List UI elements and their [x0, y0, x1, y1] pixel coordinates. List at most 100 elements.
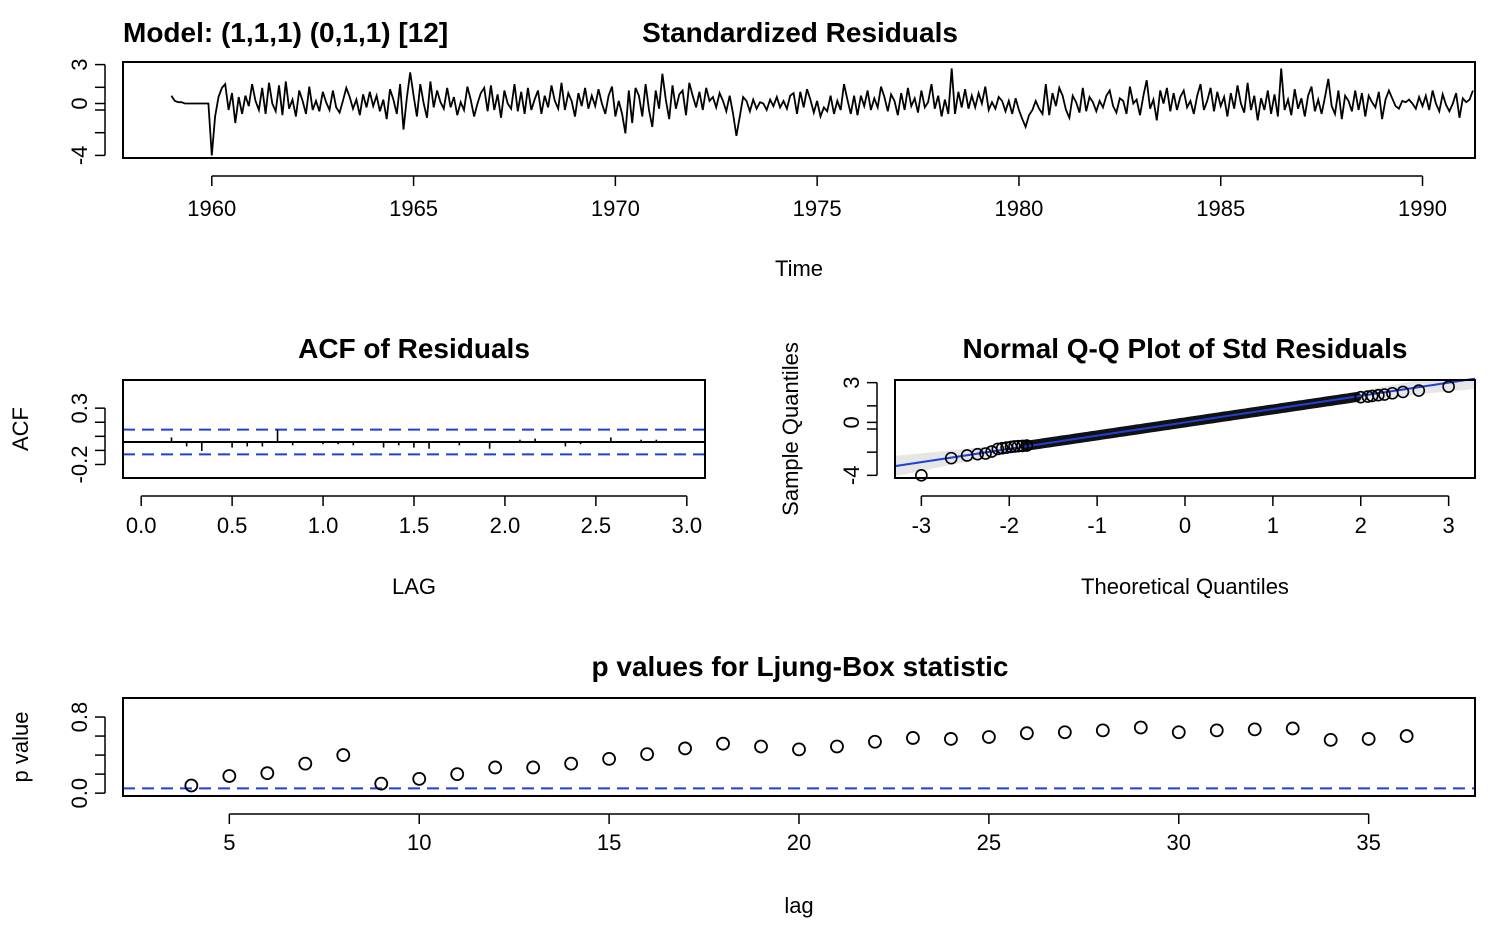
panel-title: p values for Ljung-Box statistic	[592, 651, 1009, 682]
qq-point	[1365, 389, 1379, 403]
residual-series-line	[170, 68, 1474, 156]
p-value-point	[830, 739, 844, 754]
y-tick-label: 3	[839, 377, 864, 389]
qq-point	[1008, 440, 1021, 453]
qq-point	[944, 451, 958, 465]
x-tick-label: 2	[1355, 513, 1367, 538]
y-axis-label: p value	[8, 712, 33, 783]
y-tick-label: 0.3	[67, 393, 92, 424]
qq-point	[1442, 380, 1455, 393]
y-tick-label: 0.8	[67, 702, 92, 733]
x-tick-label: 0	[1179, 513, 1191, 538]
y-tick-label: -0.2	[67, 446, 92, 484]
qq-point	[1016, 439, 1029, 453]
qq-panel: Normal Q-Q Plot of Std Residuals Theoreti…	[778, 333, 1476, 599]
p-value-point	[412, 771, 427, 786]
p-value-point	[1399, 729, 1414, 743]
x-tick-label: 1	[1267, 513, 1279, 538]
p-value-point	[944, 732, 958, 746]
qq-point	[991, 442, 1005, 456]
y-tick-label: 0	[67, 97, 92, 109]
p-value-point	[184, 778, 199, 793]
x-tick-label: 35	[1356, 830, 1380, 855]
panel-title: Standardized Residuals	[642, 17, 958, 48]
x-tick-label: 3.0	[672, 513, 703, 538]
p-value-point	[602, 751, 617, 766]
x-tick-label: 1960	[187, 196, 236, 221]
x-axis-label: Time	[775, 256, 823, 281]
plot-frame	[122, 697, 1476, 797]
x-tick-label: 1975	[793, 196, 842, 221]
p-value-point	[564, 756, 579, 771]
p-value-point	[260, 766, 275, 781]
x-tick-label: 1985	[1196, 196, 1245, 221]
qq-point	[915, 469, 928, 482]
x-tick-label: -2	[999, 513, 1019, 538]
qq-point	[1372, 388, 1385, 402]
p-value-point	[526, 760, 541, 775]
x-tick-label: 1.5	[399, 513, 430, 538]
x-axis-label: LAG	[392, 574, 436, 599]
y-tick-label: -4	[839, 466, 864, 486]
x-tick-label: 20	[787, 830, 811, 855]
p-value-point	[1361, 732, 1376, 746]
x-tick-label: 1970	[591, 196, 640, 221]
x-tick-label: 2.5	[581, 513, 612, 538]
panel-title: ACF of Residuals	[298, 333, 530, 364]
acf-panel: ACF of Residuals LAG ACF 0.0 0.5 1.0 1.5 2.0 2.5…	[8, 333, 706, 599]
y-axis: 0.0 0.8	[67, 702, 106, 808]
x-axis: 0.0 0.5 1.0 1.5 2.0 2.5 3.0	[126, 495, 703, 538]
x-tick-label: 3	[1443, 513, 1455, 538]
y-tick-label: 3	[67, 58, 92, 70]
x-tick-label: 25	[977, 830, 1001, 855]
panel-title: Normal Q-Q Plot of Std Residuals	[963, 333, 1408, 364]
x-tick-label: -3	[912, 513, 932, 538]
y-axis-label: Sample Quantiles	[778, 342, 803, 516]
p-value-point	[1209, 723, 1224, 738]
x-tick-label: 0.5	[217, 513, 248, 538]
x-tick-label: 30	[1167, 830, 1191, 855]
p-value-point	[754, 739, 768, 754]
p-value-point	[336, 748, 351, 762]
p-value-point	[488, 760, 503, 775]
y-tick-label: 0	[839, 416, 864, 428]
ljung-box-panel: p values for Ljung-Box statistic lag p val…	[8, 651, 1476, 918]
qq-point	[1378, 388, 1391, 401]
x-tick-label: 15	[597, 830, 621, 855]
qq-point	[979, 447, 992, 460]
p-value-point	[868, 734, 882, 749]
y-axis: -4 0 3	[839, 377, 878, 486]
x-axis: 1960 1965 1970 1975 1980 1985 1990	[187, 175, 1447, 221]
p-value-point	[981, 730, 996, 744]
plot-frame	[122, 379, 706, 479]
p-value-point	[1247, 722, 1262, 737]
x-tick-label: -1	[1087, 513, 1107, 538]
plot-frame	[122, 61, 1476, 159]
reference-line	[894, 377, 1476, 468]
x-tick-label: 0.0	[126, 513, 157, 538]
model-label: Model: (1,1,1) (0,1,1) [12]	[123, 17, 448, 48]
x-tick-label: 1980	[994, 196, 1043, 221]
p-value-point	[374, 776, 389, 791]
x-tick-label: 1990	[1398, 196, 1447, 221]
x-tick-label: 2.0	[490, 513, 521, 538]
y-axis: -0.2 0.3	[67, 393, 106, 484]
p-value-point	[1285, 721, 1300, 736]
p-value-point	[1323, 732, 1338, 747]
qq-point	[1020, 439, 1034, 452]
p-value-point	[1057, 725, 1072, 740]
p-value-point	[298, 756, 313, 771]
p-value-point	[716, 736, 730, 751]
p-value-point	[450, 767, 465, 782]
x-axis: 5 10 15 20 25 30 35	[223, 813, 1381, 855]
x-axis-label: lag	[784, 893, 813, 918]
p-value-point	[792, 742, 806, 757]
qq-point	[971, 447, 984, 461]
x-tick-label: 5	[223, 830, 235, 855]
y-axis-label: ACF	[8, 407, 33, 451]
x-axis-label: Theoretical Quantiles	[1081, 574, 1289, 599]
y-axis: -4 0 3	[67, 58, 106, 165]
confidence-band	[895, 380, 1475, 477]
